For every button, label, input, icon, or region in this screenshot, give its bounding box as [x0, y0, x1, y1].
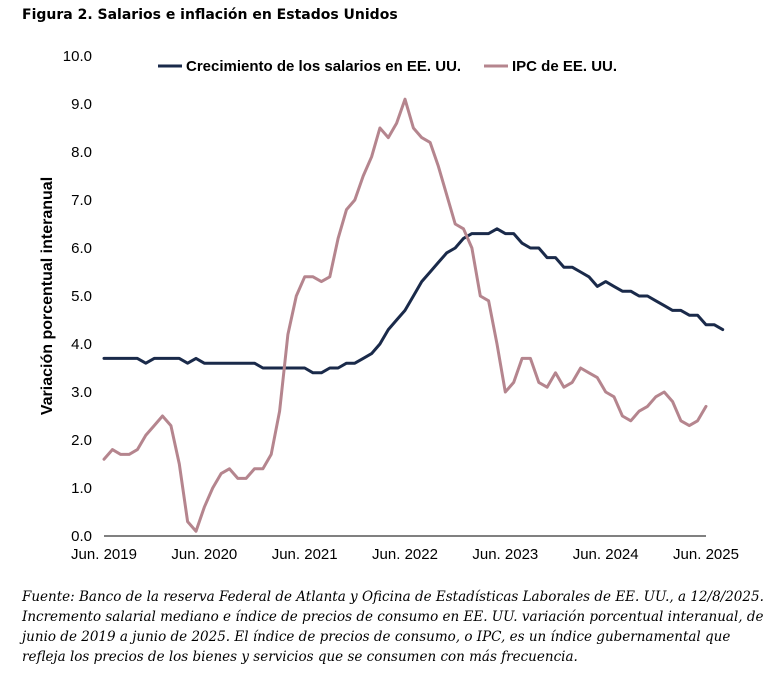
y-tick-label: 6.0 — [71, 240, 92, 257]
x-tick-label: Jun. 2022 — [372, 546, 438, 563]
y-tick-label: 5.0 — [71, 288, 92, 305]
y-tick-label: 3.0 — [71, 384, 92, 401]
y-tick-label: 4.0 — [71, 336, 92, 353]
figure-title: Figura 2. Salarios e inflación en Estado… — [22, 7, 398, 23]
y-tick-label: 9.0 — [71, 96, 92, 113]
y-tick-label: 8.0 — [71, 144, 92, 161]
legend-label-cpi: IPC de EE. UU. — [512, 58, 617, 75]
y-axis-label: Variación porcentual interanual — [39, 177, 56, 415]
line-chart: 0.0 1.0 2.0 3.0 4.0 5.0 6.0 7.0 8.0 9.0 10.0 Jun. … — [39, 48, 739, 563]
series-layer — [102, 97, 725, 533]
y-tick-label: 10.0 — [63, 48, 92, 65]
x-tick-label: Jun. 2019 — [71, 546, 137, 563]
legend-label-wages: Crecimiento de los salarios en EE. UU. — [186, 58, 461, 75]
y-axis-ticks: 0.0 1.0 2.0 3.0 4.0 5.0 6.0 7.0 8.0 9.0 10.0 — [63, 48, 92, 545]
legend: Crecimiento de los salarios en EE. UU. I… — [158, 58, 617, 75]
y-tick-label: 2.0 — [71, 432, 92, 449]
series-line-cpi — [102, 97, 708, 533]
x-tick-label: Jun. 2024 — [573, 546, 639, 563]
x-tick-label: Jun. 2021 — [272, 546, 338, 563]
y-tick-label: 0.0 — [71, 528, 92, 545]
figure-source-note: Fuente: Banco de la reserva Federal de A… — [22, 589, 764, 665]
series-line-wages — [102, 227, 725, 375]
x-tick-label: Jun. 2023 — [472, 546, 538, 563]
y-tick-label: 7.0 — [71, 192, 92, 209]
y-tick-label: 1.0 — [71, 480, 92, 497]
x-tick-label: Jun. 2020 — [171, 546, 237, 563]
x-axis-ticks: Jun. 2019 Jun. 2020 Jun. 2021 Jun. 2022 Jun.… — [71, 546, 739, 563]
x-tick-label: Jun. 2025 — [673, 546, 739, 563]
